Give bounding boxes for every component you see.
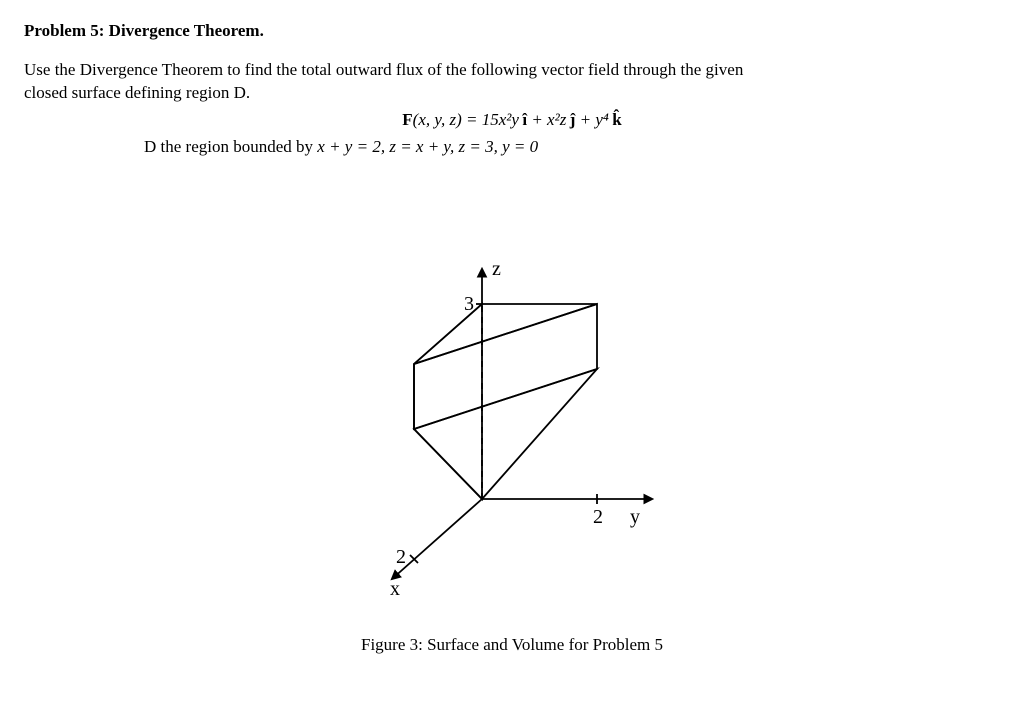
region-prefix: D the region bounded by [144, 137, 317, 156]
vf-t1c: 15 [482, 110, 499, 129]
svg-text:3: 3 [464, 293, 474, 315]
vector-field-equation: F(x, y, z) = 15x²y î + x²z ĵ + y⁴ k̂ [24, 109, 1000, 132]
vf-args: (x, y, z) = [413, 110, 482, 129]
figure-3d-region: z3 2 y 2 x [24, 219, 1000, 606]
figure-caption: Figure 3: Surface and Volume for Problem… [24, 634, 1000, 657]
problem-heading: Problem 5: Divergence Theorem. [24, 21, 264, 40]
svg-text:2: 2 [593, 506, 603, 528]
svg-text:x: x [390, 578, 400, 599]
svg-text:z: z [492, 258, 501, 280]
vf-t2b: x²z [547, 110, 566, 129]
region-eq4: y = 0 [502, 137, 538, 156]
vf-plus2: + [575, 110, 595, 129]
prompt-line-2: closed surface defining region D. [24, 83, 250, 102]
vf-F: F [402, 110, 412, 129]
figure-svg: z3 2 y 2 x [332, 219, 692, 599]
vf-khat: k̂ [612, 110, 621, 129]
region-eq1: x + y = 2, [317, 137, 389, 156]
vf-t1b: x²y [499, 110, 519, 129]
svg-text:2: 2 [396, 546, 406, 568]
svg-text:y: y [630, 506, 640, 528]
prompt-line-1: Use the Divergence Theorem to find the t… [24, 60, 743, 79]
region-eq2: z = x + y, [389, 137, 458, 156]
region-eq3: z = 3, [459, 137, 503, 156]
vf-t3b: y⁴ [595, 110, 608, 129]
vf-plus1: + [527, 110, 547, 129]
region-definition: D the region bounded by x + y = 2, z = x… [144, 136, 1000, 159]
